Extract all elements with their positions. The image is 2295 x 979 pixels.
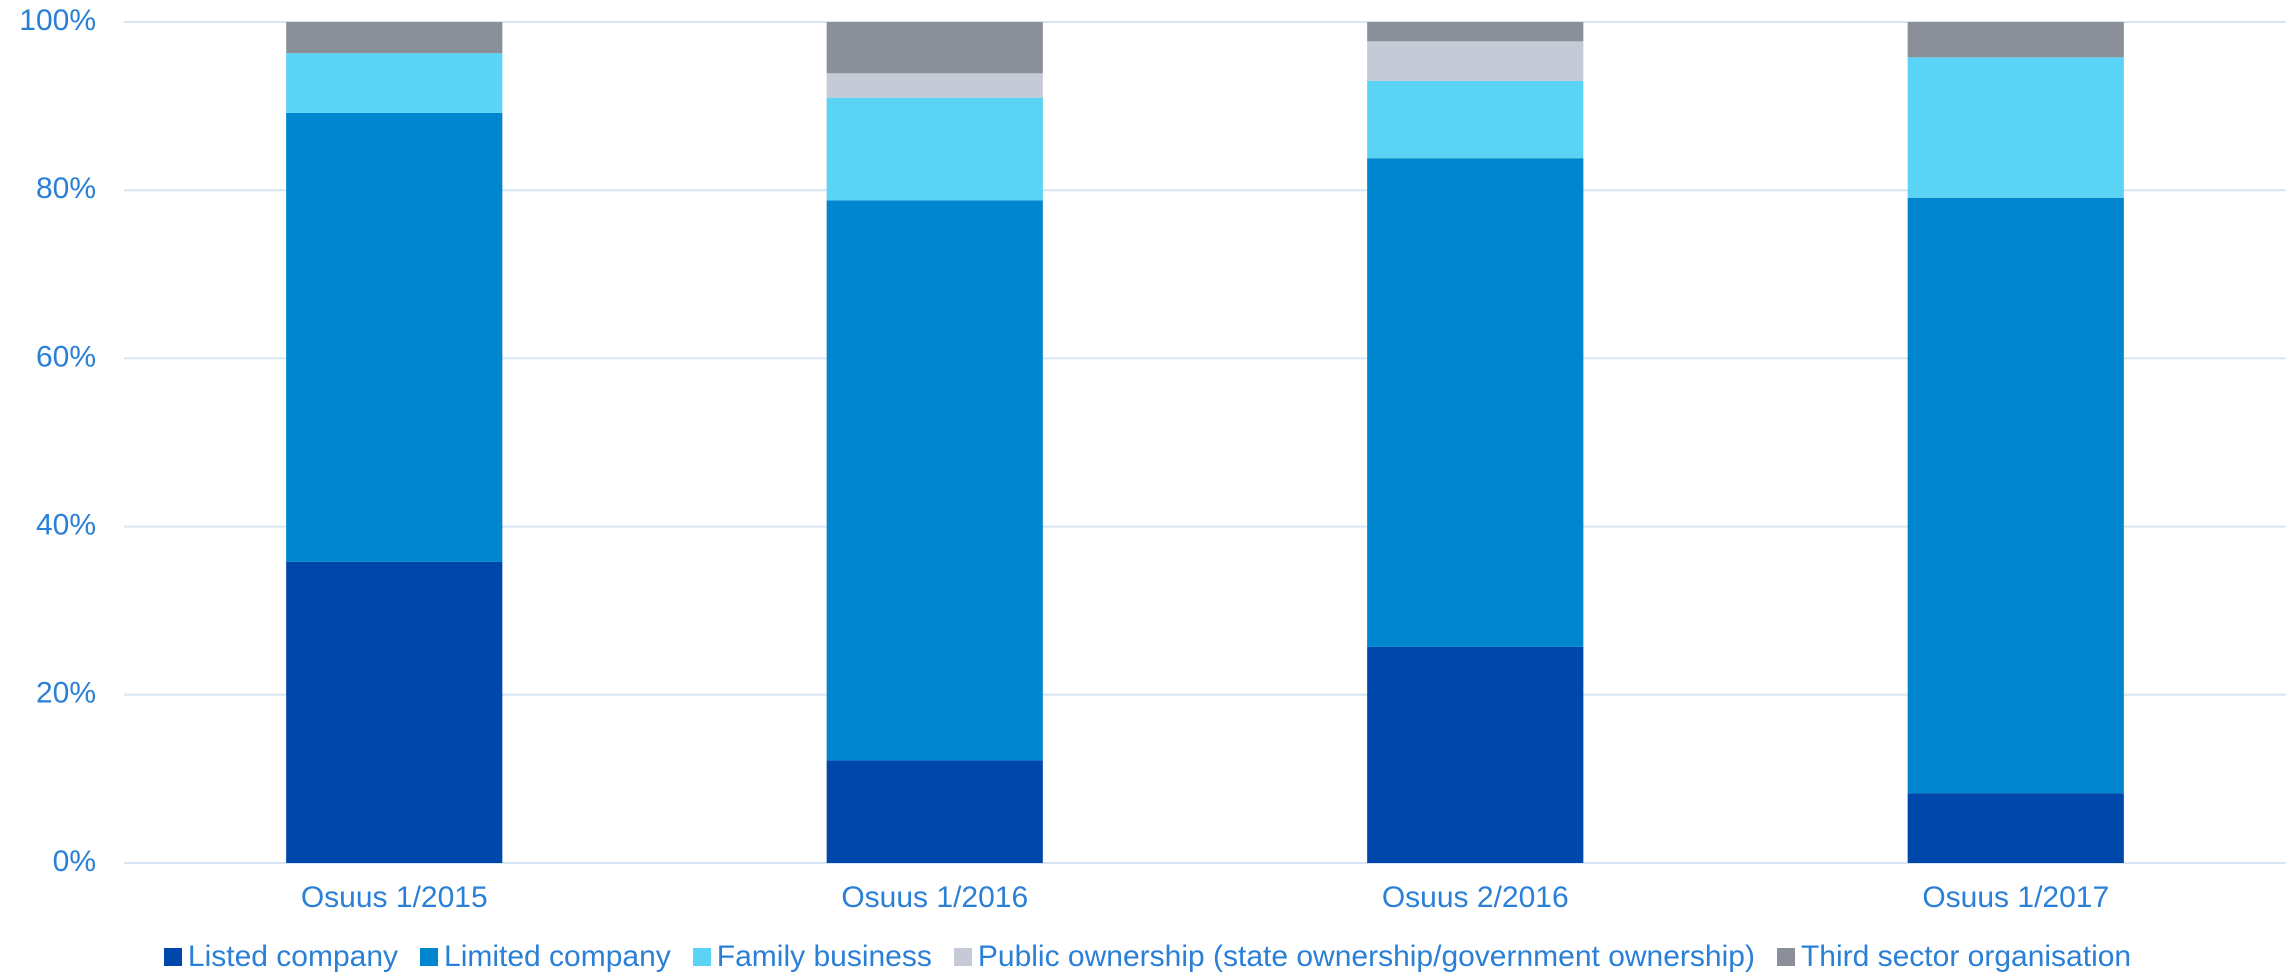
- bar-segment: [826, 760, 1043, 863]
- x-tick-label: Osuus 1/2015: [301, 881, 488, 914]
- bar-segment: [1907, 197, 2124, 794]
- legend-item: Limited company: [420, 940, 671, 974]
- legend-item: Family business: [692, 940, 932, 974]
- legend-item: Public ownership (state ownership/govern…: [953, 940, 1755, 974]
- bar-segment: [826, 73, 1043, 98]
- y-tick-label: 40%: [36, 509, 96, 542]
- legend-swatch: [953, 948, 972, 966]
- legend-label: Family business: [716, 940, 932, 973]
- bar-segment: [286, 22, 503, 54]
- bar-segment: [826, 200, 1043, 761]
- bar-segment: [1367, 80, 1584, 159]
- bar-segment: [1367, 158, 1584, 647]
- legend-swatch: [692, 948, 711, 966]
- legend-label: Limited company: [444, 940, 671, 973]
- x-tick-label: Osuus 1/2016: [841, 881, 1028, 914]
- legend-item: Listed company: [163, 940, 399, 974]
- legend-swatch: [420, 948, 439, 966]
- y-tick-label: 0%: [53, 845, 96, 878]
- y-tick-label: 60%: [36, 340, 96, 373]
- bar-segment: [1907, 57, 2124, 198]
- legend-item: Third sector organisation: [1776, 940, 2132, 974]
- y-tick-label: 100%: [19, 4, 96, 37]
- y-tick-label: 80%: [36, 172, 96, 205]
- x-tick-label: Osuus 1/2017: [1922, 881, 2109, 914]
- chart: 0% 20% 40% 60% 80% 100% Osuus 1/2015 Osuus 1/20…: [19, 4, 2286, 914]
- bar-segment: [286, 112, 503, 562]
- bar-segment: [1367, 646, 1584, 863]
- legend-label: Third sector organisation: [1800, 940, 2132, 973]
- y-tick-label: 20%: [36, 677, 96, 710]
- x-tick-label: Osuus 2/2016: [1382, 881, 1569, 914]
- bar-segment: [1907, 22, 2124, 58]
- bar-segment: [1367, 41, 1584, 81]
- bar-segment: [826, 22, 1043, 74]
- legend-swatch: [163, 948, 182, 966]
- bar-segment: [1907, 793, 2124, 863]
- legend-label: Listed company: [187, 940, 399, 973]
- bar-segment: [826, 97, 1043, 201]
- legend: Listed company Limited company Family busi…: [0, 940, 2295, 974]
- bar-segment: [286, 53, 503, 113]
- legend-swatch: [1776, 948, 1795, 966]
- bar-segment: [1367, 22, 1584, 42]
- legend-label: Public ownership (state ownership/govern…: [977, 940, 1755, 973]
- bar-segment: [286, 561, 503, 863]
